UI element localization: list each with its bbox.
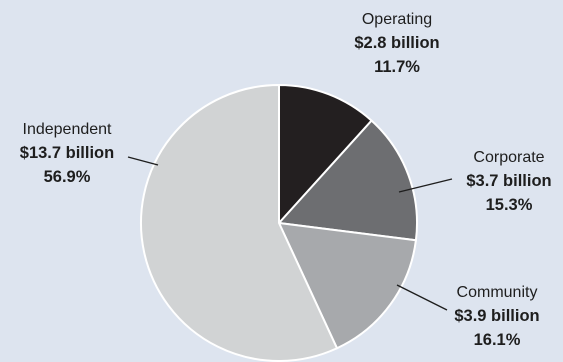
leader-line-independent [127,156,159,166]
pie-slices [140,83,418,362]
leader-line-community [396,284,448,311]
slice-value-corporate: $3.7 billion [466,172,551,190]
slice-name-independent: Independent [23,121,113,138]
slice-percent-community: 16.1% [474,331,521,349]
slice-value-operating: $2.8 billion [354,34,439,52]
slice-percent-corporate: 15.3% [486,196,533,214]
pie-slice-operating [278,83,373,226]
slice-name-corporate: Corporate [473,149,544,166]
leader-line-corporate [398,178,453,193]
slice-value-independent: $13.7 billion [20,144,114,162]
pie-slice-corporate [276,119,418,242]
pie-slice-independent [140,83,339,362]
slice-label-independent: Independent $13.7 billion 56.9% [20,121,114,186]
slice-value-community: $3.9 billion [454,307,539,325]
slice-percent-independent: 56.9% [44,168,91,186]
pie-slice-community [277,221,418,350]
slice-name-operating: Operating [362,11,432,28]
slice-percent-operating: 11.7% [374,58,420,76]
slice-name-community: Community [457,284,538,301]
slice-label-operating: Operating $2.8 billion 11.7% [354,11,439,76]
slice-label-community: Community $3.9 billion 16.1% [454,284,539,349]
slice-label-corporate: Corporate $3.7 billion 15.3% [466,149,551,214]
